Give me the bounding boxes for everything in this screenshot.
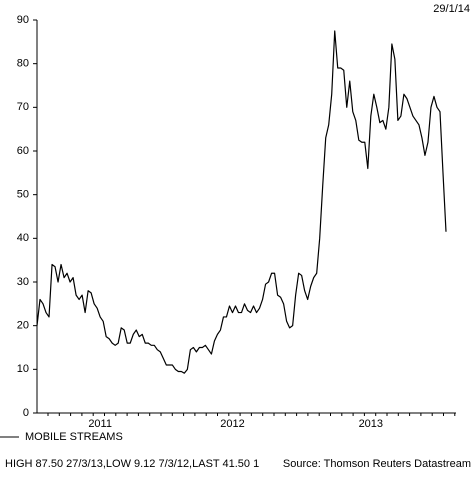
legend-label: MOBILE STREAMS [25, 431, 123, 443]
y-tick-label: 20 [17, 320, 29, 332]
y-tick-label: 10 [17, 363, 29, 375]
y-tick-label: 50 [17, 189, 29, 201]
footer-stats: HIGH 87.50 27/3/13,LOW 9.12 7/3/12,LAST … [5, 458, 259, 470]
chart-date: 29/1/14 [433, 3, 470, 15]
source: Source: Thomson Reuters Datastream [283, 458, 471, 470]
x-tick-label: 2012 [220, 418, 244, 430]
y-tick-label: 80 [17, 58, 29, 70]
y-tick-label: 60 [17, 145, 29, 157]
data-line [36, 30, 447, 374]
y-tick-label: 90 [17, 14, 29, 26]
y-tick-label: 70 [17, 101, 29, 113]
y-tick-label: 0 [23, 407, 29, 419]
y-tick-label: 40 [17, 232, 29, 244]
y-tick-label: 30 [17, 276, 29, 288]
x-tick-label: 2013 [359, 418, 383, 430]
x-tick-label: 2011 [88, 418, 112, 430]
